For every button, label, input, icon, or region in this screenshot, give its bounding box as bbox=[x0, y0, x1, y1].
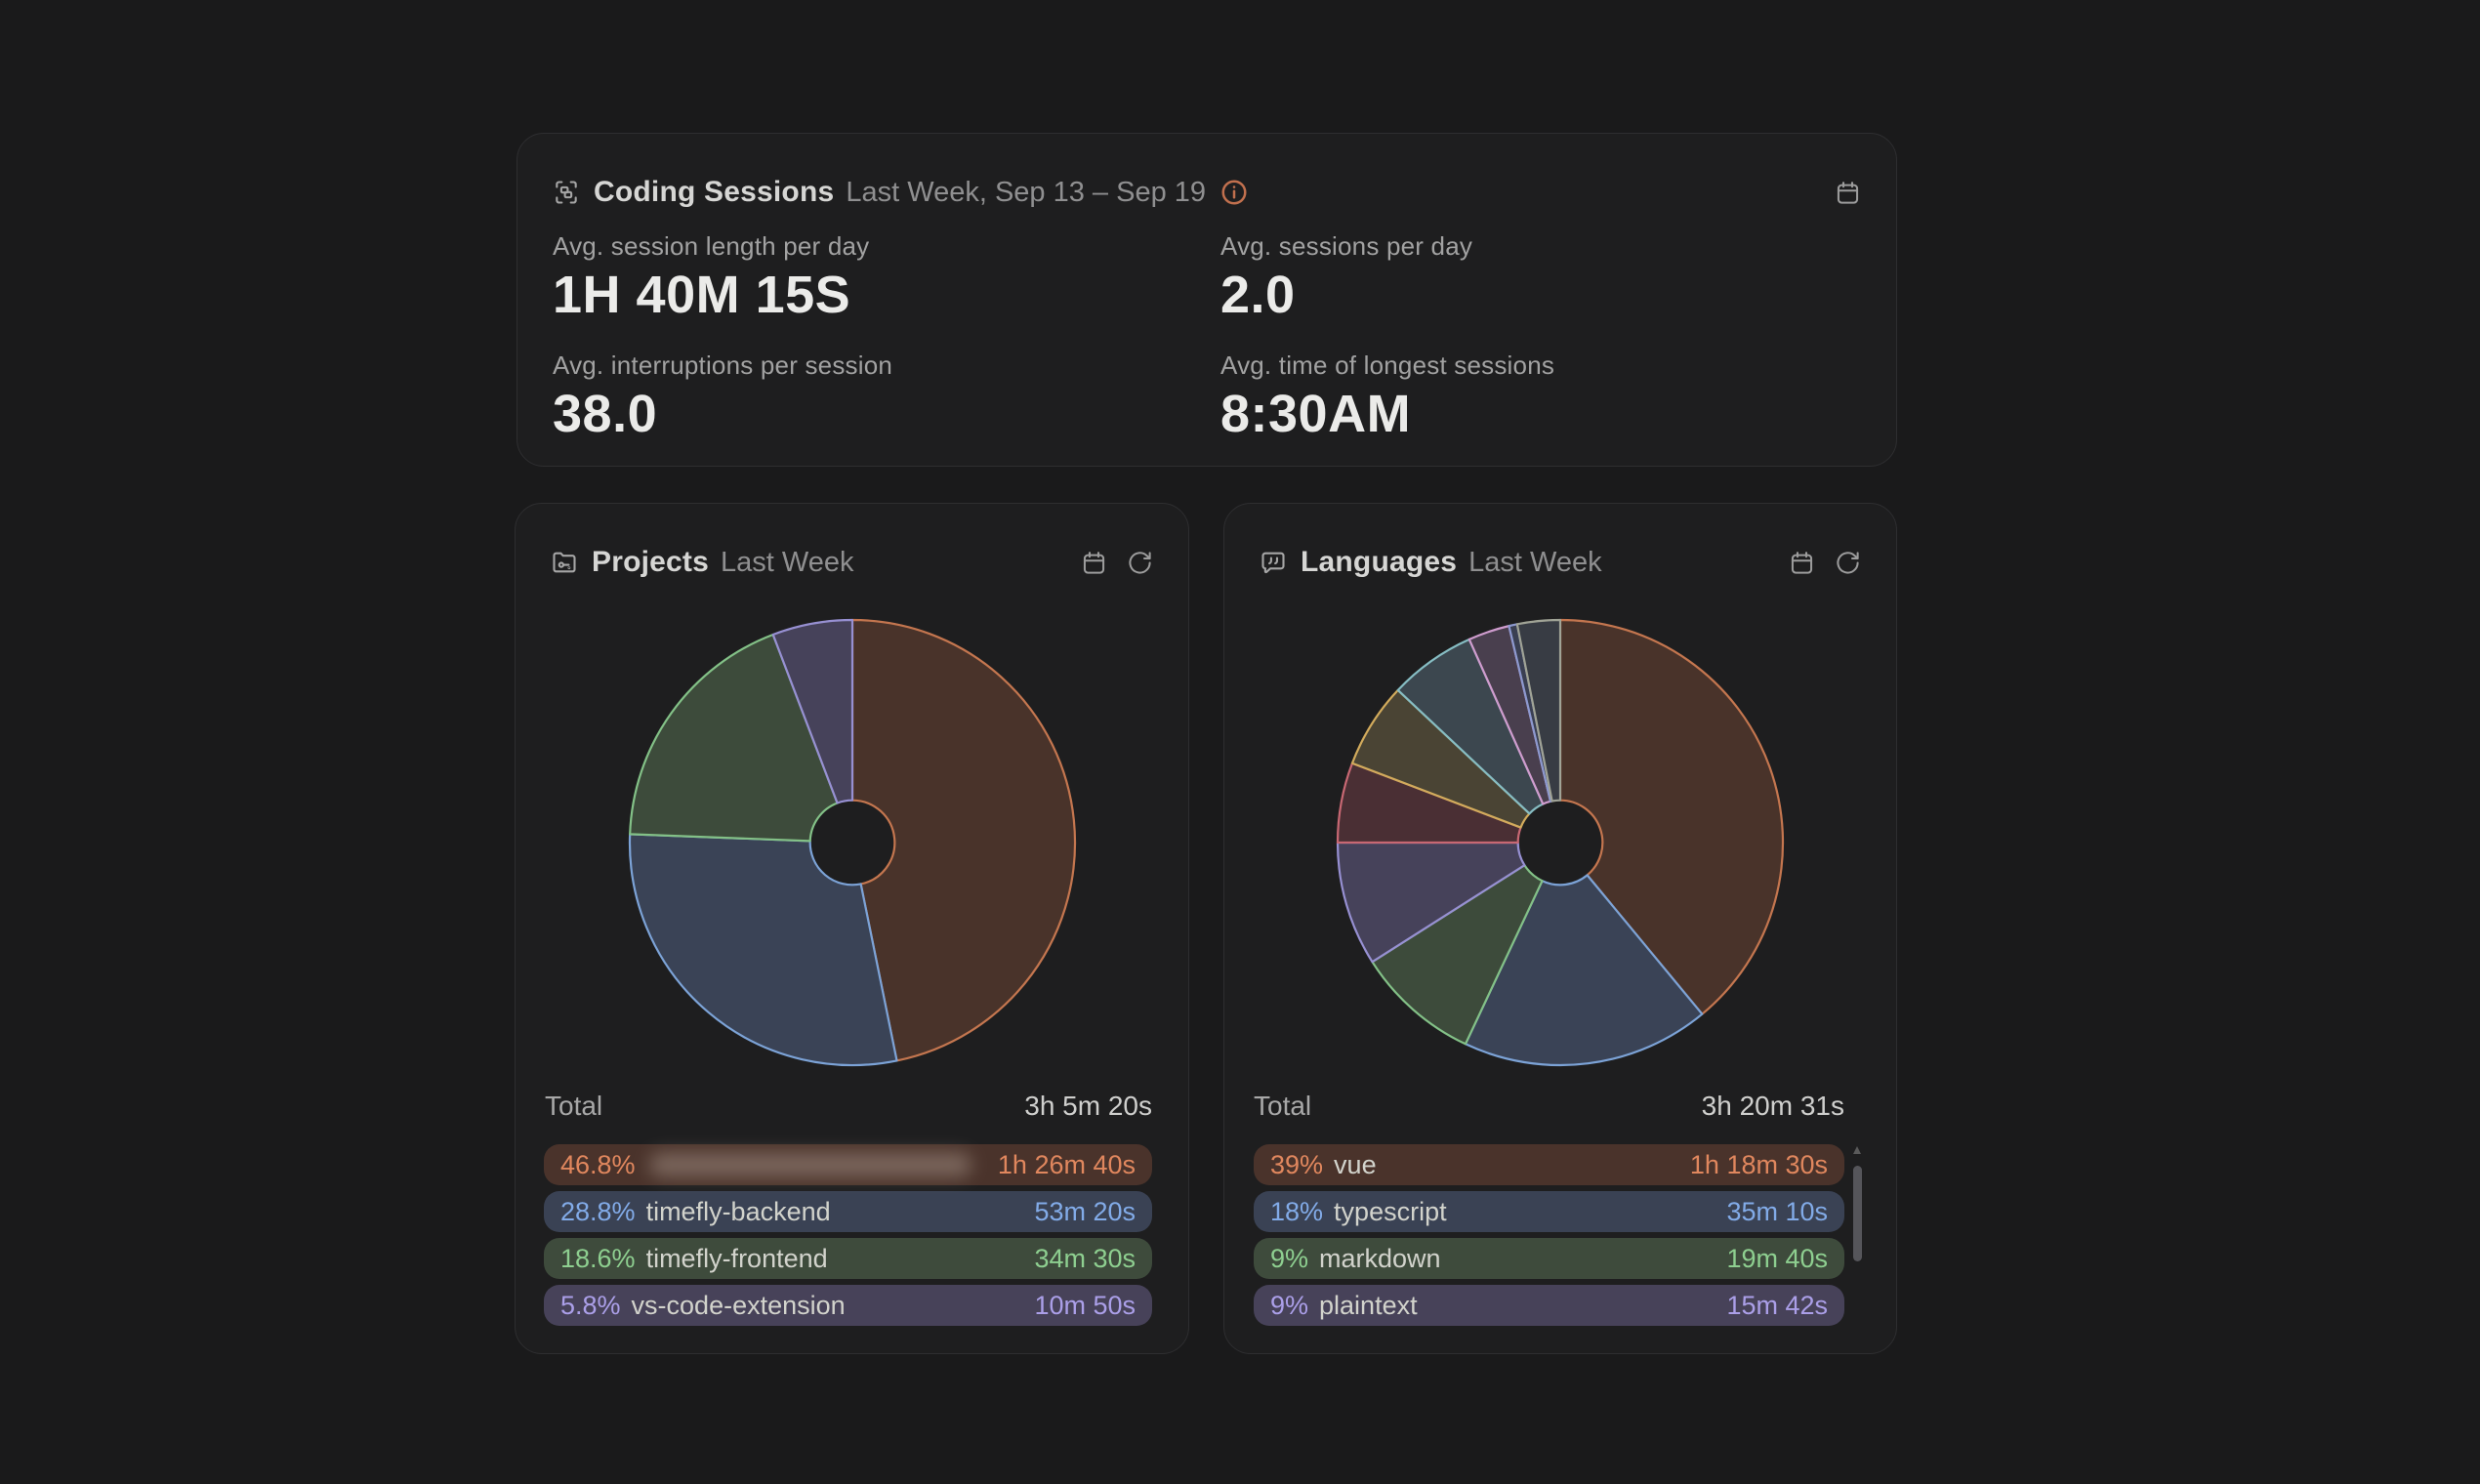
calendar-icon[interactable] bbox=[1789, 550, 1815, 576]
donut-slice[interactable] bbox=[1396, 638, 1545, 815]
donut-slice-(redacted project)[interactable] bbox=[850, 618, 1076, 1062]
legend-percent: 18.6% bbox=[560, 1243, 636, 1273]
languages-header: Languages Last Week bbox=[1260, 545, 1861, 580]
stat-value: 38.0 bbox=[553, 385, 658, 443]
donut-slice-typescript[interactable] bbox=[1464, 874, 1704, 1067]
languages-quote-bubble-icon bbox=[1260, 549, 1287, 576]
legend-row[interactable]: 18.6% timefly-frontend 34m 30s bbox=[544, 1238, 1152, 1279]
legend-scrollbar bbox=[1853, 1146, 1862, 1439]
total-label: Total bbox=[545, 1091, 603, 1121]
refresh-icon[interactable] bbox=[1835, 550, 1861, 576]
legend-percent: 18% bbox=[1270, 1196, 1324, 1226]
total-value: 3h 5m 20s bbox=[1024, 1091, 1152, 1121]
stat-sessions-per-day: Avg. sessions per day 2.0 bbox=[1220, 231, 1472, 323]
legend-duration: 19m 40s bbox=[1726, 1243, 1828, 1273]
languages-title: Languages bbox=[1301, 546, 1458, 578]
legend-percent: 28.8% bbox=[560, 1196, 636, 1226]
legend-duration: 35m 10s bbox=[1726, 1196, 1828, 1226]
legend-percent: 39% bbox=[1270, 1149, 1324, 1179]
legend-name: typescript bbox=[1334, 1196, 1447, 1226]
stat-value: 1H 40M 15S bbox=[553, 266, 851, 324]
legend-row[interactable]: 18% typescript 35m 10s bbox=[1254, 1191, 1844, 1232]
projects-donut-chart[interactable] bbox=[516, 616, 1188, 1069]
stat-session-length: Avg. session length per day 1H 40M 15S bbox=[553, 231, 869, 323]
legend-duration: 15m 42s bbox=[1726, 1290, 1828, 1320]
projects-total-row: Total 3h 5m 20s bbox=[545, 1091, 1152, 1122]
projects-card: Projects Last Week Total 3h 5m 20s 46.8%… bbox=[515, 503, 1189, 1354]
donut-slice-vue[interactable] bbox=[1558, 618, 1785, 1015]
legend-name: vue bbox=[1334, 1149, 1377, 1179]
legend-name: plaintext bbox=[1319, 1290, 1418, 1320]
languages-total-row: Total 3h 20m 31s bbox=[1254, 1091, 1844, 1122]
stat-value: 8:30AM bbox=[1220, 385, 1412, 443]
total-value: 3h 20m 31s bbox=[1701, 1091, 1844, 1121]
legend-percent: 9% bbox=[1270, 1290, 1309, 1320]
donut-slice[interactable] bbox=[1515, 618, 1562, 803]
info-icon[interactable] bbox=[1219, 178, 1249, 207]
legend-percent: 5.8% bbox=[560, 1290, 621, 1320]
scrollbar-up-arrow[interactable] bbox=[1853, 1146, 1861, 1154]
languages-subtitle: Last Week bbox=[1468, 546, 1602, 578]
stat-label: Avg. time of longest sessions bbox=[1220, 350, 1555, 380]
legend-duration: 1h 18m 30s bbox=[1689, 1149, 1828, 1179]
stat-longest-session-time: Avg. time of longest sessions 8:30AM bbox=[1220, 350, 1554, 442]
donut-slice-markdown[interactable] bbox=[1371, 864, 1544, 1046]
legend-name: timefly-frontend bbox=[645, 1243, 828, 1273]
languages-donut-chart[interactable] bbox=[1224, 616, 1896, 1069]
legend-percent: 9% bbox=[1270, 1243, 1309, 1273]
coding-sessions-title: Coding Sessions bbox=[594, 176, 835, 208]
donut-slice-plaintext[interactable] bbox=[1336, 841, 1526, 964]
donut-slice-timefly-frontend[interactable] bbox=[628, 633, 839, 843]
legend-row[interactable]: 46.8% 1h 26m 40s bbox=[544, 1144, 1152, 1185]
donut-slice-timefly-backend[interactable] bbox=[628, 833, 898, 1067]
projects-folder-icon bbox=[551, 549, 578, 576]
calendar-icon[interactable] bbox=[1081, 550, 1107, 576]
legend-duration: 1h 26m 40s bbox=[997, 1149, 1136, 1179]
projects-subtitle: Last Week bbox=[721, 546, 854, 578]
projects-title: Projects bbox=[592, 546, 709, 578]
stat-label: Avg. session length per day bbox=[553, 231, 870, 261]
legend-row[interactable]: 9% markdown 19m 40s bbox=[1254, 1238, 1844, 1279]
legend-name: timefly-backend bbox=[645, 1196, 831, 1226]
projects-header: Projects Last Week bbox=[551, 545, 1153, 580]
coding-sessions-card: Coding Sessions Last Week, Sep 13 – Sep … bbox=[517, 133, 1897, 467]
coding-sessions-date-range: Last Week, Sep 13 – Sep 19 bbox=[846, 176, 1207, 208]
donut-slice[interactable] bbox=[1350, 688, 1531, 829]
legend-duration: 34m 30s bbox=[1034, 1243, 1136, 1273]
languages-card: Languages Last Week Total 3h 20m 31s 39%… bbox=[1223, 503, 1897, 1354]
legend-row[interactable]: 5.8% vs-code-extension 10m 50s bbox=[544, 1285, 1152, 1326]
legend-row[interactable]: 9% plaintext 15m 42s bbox=[1254, 1285, 1844, 1326]
stat-label: Avg. sessions per day bbox=[1220, 231, 1473, 261]
legend-duration: 10m 50s bbox=[1034, 1290, 1136, 1320]
refresh-icon[interactable] bbox=[1127, 550, 1153, 576]
stat-interruptions: Avg. interruptions per session 38.0 bbox=[553, 350, 892, 442]
legend-row[interactable]: 39% vue 1h 18m 30s bbox=[1254, 1144, 1844, 1185]
total-label: Total bbox=[1254, 1091, 1312, 1121]
scrollbar-thumb[interactable] bbox=[1853, 1166, 1862, 1261]
legend-row[interactable]: 28.8% timefly-backend 53m 20s bbox=[544, 1191, 1152, 1232]
donut-slice[interactable] bbox=[1336, 762, 1522, 845]
coding-sessions-header: Coding Sessions Last Week, Sep 13 – Sep … bbox=[553, 175, 1861, 210]
stat-value: 2.0 bbox=[1220, 266, 1296, 324]
donut-slice-vs-code-extension[interactable] bbox=[771, 618, 853, 804]
coding-sessions-icon bbox=[553, 179, 580, 206]
legend-duration: 53m 20s bbox=[1034, 1196, 1136, 1226]
legend-name: vs-code-extension bbox=[631, 1290, 846, 1320]
legend-name: markdown bbox=[1319, 1243, 1441, 1273]
stat-label: Avg. interruptions per session bbox=[553, 350, 893, 380]
redacted-project-name bbox=[648, 1153, 971, 1176]
legend-percent: 46.8% bbox=[560, 1149, 636, 1179]
calendar-icon[interactable] bbox=[1835, 180, 1861, 206]
languages-legend: 39% vue 1h 18m 30s 18% typescript 35m 10s 9% ma… bbox=[1254, 1144, 1844, 1326]
projects-legend: 46.8% 1h 26m 40s 28.8% timefly-backend 53m 2… bbox=[544, 1144, 1152, 1326]
